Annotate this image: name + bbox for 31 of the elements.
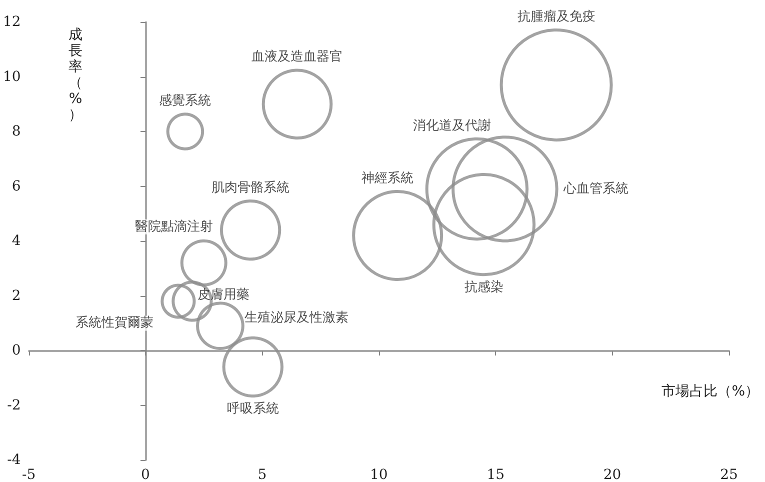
y-tick-label: 12 (2, 14, 21, 30)
y-tick-label: 10 (2, 68, 21, 85)
series-label: 肌肉骨骼系統 (212, 180, 290, 196)
series-label: 呼吸系統 (226, 402, 279, 417)
series-label: 心血管系統 (562, 180, 628, 196)
x-tick-label: 15 (486, 467, 505, 482)
series-label: 神經系統 (362, 171, 414, 186)
y-tick-label: -2 (7, 397, 21, 414)
y-tick-label: 4 (12, 233, 21, 249)
y-tick-label: 2 (12, 288, 21, 304)
y-tick-label: 0 (12, 342, 21, 358)
x-axis-title: 市場占比（%） (662, 384, 759, 400)
series-label: 抗感染 (464, 280, 504, 296)
x-tick-label: 0 (141, 467, 150, 482)
series-label: 抗腫瘤及免疫 (517, 8, 596, 24)
series-label: 醫院點滴注射 (134, 219, 213, 234)
y-tick-label: -4 (7, 452, 21, 468)
y-axis-title: 成長率（%） (68, 27, 83, 123)
series-label: 消化道及代謝 (412, 118, 491, 134)
series-label: 感覺系統 (159, 94, 212, 109)
y-tick-label: 8 (12, 124, 21, 140)
y-tick-label: 6 (12, 178, 21, 194)
x-tick-label: -5 (22, 467, 36, 482)
series-label: 生殖泌尿及性激素 (244, 310, 348, 326)
x-tick-label: 10 (370, 467, 388, 482)
x-tick-label: 20 (603, 467, 622, 482)
x-tick-label: 5 (258, 467, 267, 482)
series-label: 血液及造血器官 (252, 48, 343, 65)
series-label: 系統性賀爾蒙 (76, 316, 154, 331)
x-tick-label: 25 (720, 467, 738, 482)
series-label: 皮膚用藥 (198, 288, 250, 303)
